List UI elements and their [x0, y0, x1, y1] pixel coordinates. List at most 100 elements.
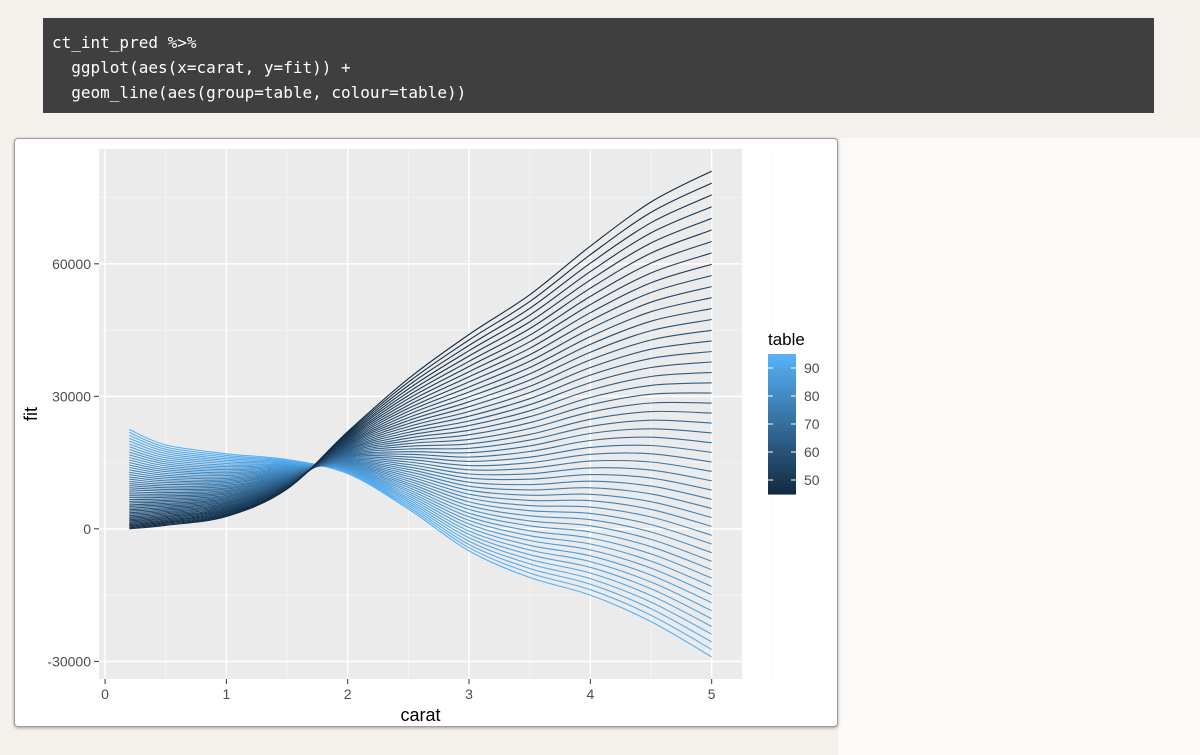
series-line: [129, 461, 712, 510]
series-line: [129, 436, 712, 494]
colorbar-segment: [768, 399, 796, 404]
colorbar-segment: [768, 403, 796, 408]
series-line: [129, 350, 712, 509]
series-line: [129, 274, 712, 519]
colorbar-segment: [768, 445, 796, 450]
series-line: [129, 217, 712, 526]
series-line: [129, 451, 712, 596]
colorbar-segment: [768, 357, 796, 362]
colorbar-segment: [768, 375, 796, 380]
series-line: [129, 329, 712, 512]
code-line: geom_line(aes(group=table, colour=table)…: [52, 83, 467, 102]
series-line: [129, 463, 712, 536]
series-line: [129, 240, 712, 523]
color-legend: table 50 60 70 80 90: [768, 330, 820, 495]
colorbar-segment: [768, 361, 796, 366]
series-line: [129, 444, 712, 492]
colorbar-segment: [768, 431, 796, 436]
series-line: [129, 361, 712, 507]
y-axis: -30000 0 30000 60000: [47, 256, 99, 669]
series-line: [129, 464, 712, 554]
y-tick-label: 30000: [52, 388, 91, 404]
colorbar-segment: [768, 371, 796, 376]
legend-break-label: 60: [804, 444, 820, 460]
x-tick-label: 1: [222, 686, 230, 702]
colorbar-segment: [768, 368, 796, 373]
colorbar-segment: [768, 480, 796, 485]
series-line: [129, 371, 712, 506]
series-line: [129, 308, 712, 515]
legend-title: table: [768, 330, 805, 349]
series-line: [129, 460, 712, 500]
series-line: [129, 446, 712, 612]
legend-break-label: 90: [804, 360, 820, 376]
x-tick-label: 3: [465, 686, 473, 702]
series-line: [129, 431, 712, 650]
colorbar-segment: [768, 487, 796, 492]
series-line: [129, 462, 712, 519]
colorbar-segment: [768, 459, 796, 464]
series-line: [129, 443, 712, 620]
colorbar-segment: [768, 469, 796, 474]
code-block: ct_int_pred %>% ggplot(aes(x=carat, y=fi…: [43, 18, 1154, 113]
colorbar-segment: [768, 420, 796, 425]
colorbar-segment: [768, 406, 796, 411]
colorbar-segment: [768, 427, 796, 432]
code-line: ct_int_pred %>%: [52, 33, 197, 52]
series-line: [129, 340, 712, 511]
colorbar-segment: [768, 424, 796, 429]
series-line: [129, 263, 712, 521]
colorbar-segment: [768, 382, 796, 387]
series-line: [129, 458, 712, 487]
colorbar-segment: [768, 448, 796, 453]
series-line: [129, 170, 712, 530]
colorbar-segment: [768, 389, 796, 394]
colorbar-segment: [768, 364, 796, 369]
colorbar-segment: [768, 476, 796, 481]
series-line: [129, 457, 712, 489]
series-line: [129, 463, 712, 527]
line-chart: 0 1 2 3 4 5 -30000 0 30000 60000 carat fit table…: [21, 149, 820, 725]
code-line: ggplot(aes(x=carat, y=fit)) +: [52, 58, 351, 77]
colorbar-segment: [768, 392, 796, 397]
colorbar-segment: [768, 417, 796, 422]
colorbar-segment: [768, 410, 796, 415]
colorbar-segment: [768, 396, 796, 401]
colorbar-segment: [768, 462, 796, 467]
colorbar-segment: [768, 438, 796, 443]
series-lines: [129, 170, 712, 658]
series-line: [129, 459, 712, 491]
colorbar-segment: [768, 441, 796, 446]
plot-figure: 0 1 2 3 4 5 -30000 0 30000 60000 carat fit table…: [14, 138, 838, 727]
legend-break-label: 50: [804, 472, 820, 488]
x-tick-label: 5: [708, 686, 716, 702]
y-tick-label: -30000: [47, 653, 91, 669]
colorbar-segment: [768, 452, 796, 457]
series-line: [129, 464, 712, 545]
series-line: [129, 448, 712, 604]
colorbar-segment: [768, 466, 796, 471]
colorbar-segment: [768, 473, 796, 478]
x-tick-label: 2: [344, 686, 352, 702]
page-background-right: [838, 138, 1200, 755]
series-line: [129, 229, 712, 525]
series-line: [129, 401, 712, 501]
colorbar-segment: [768, 490, 796, 495]
colorbar-segment: [768, 354, 796, 359]
colorbar-segment: [768, 434, 796, 439]
series-line: [129, 428, 712, 658]
x-tick-label: 0: [101, 686, 109, 702]
series-line: [129, 252, 712, 522]
series-line: [129, 419, 712, 497]
colorbar-segment: [768, 413, 796, 418]
series-line: [129, 440, 712, 627]
series-line: [129, 318, 712, 514]
series-line: [129, 437, 712, 635]
series-line: [129, 297, 712, 517]
series-line: [129, 194, 712, 528]
legend-break-label: 80: [804, 388, 820, 404]
colorbar-segment: [768, 385, 796, 390]
legend-break-label: 70: [804, 416, 820, 432]
series-line: [129, 410, 712, 499]
y-tick-label: 0: [83, 521, 91, 537]
